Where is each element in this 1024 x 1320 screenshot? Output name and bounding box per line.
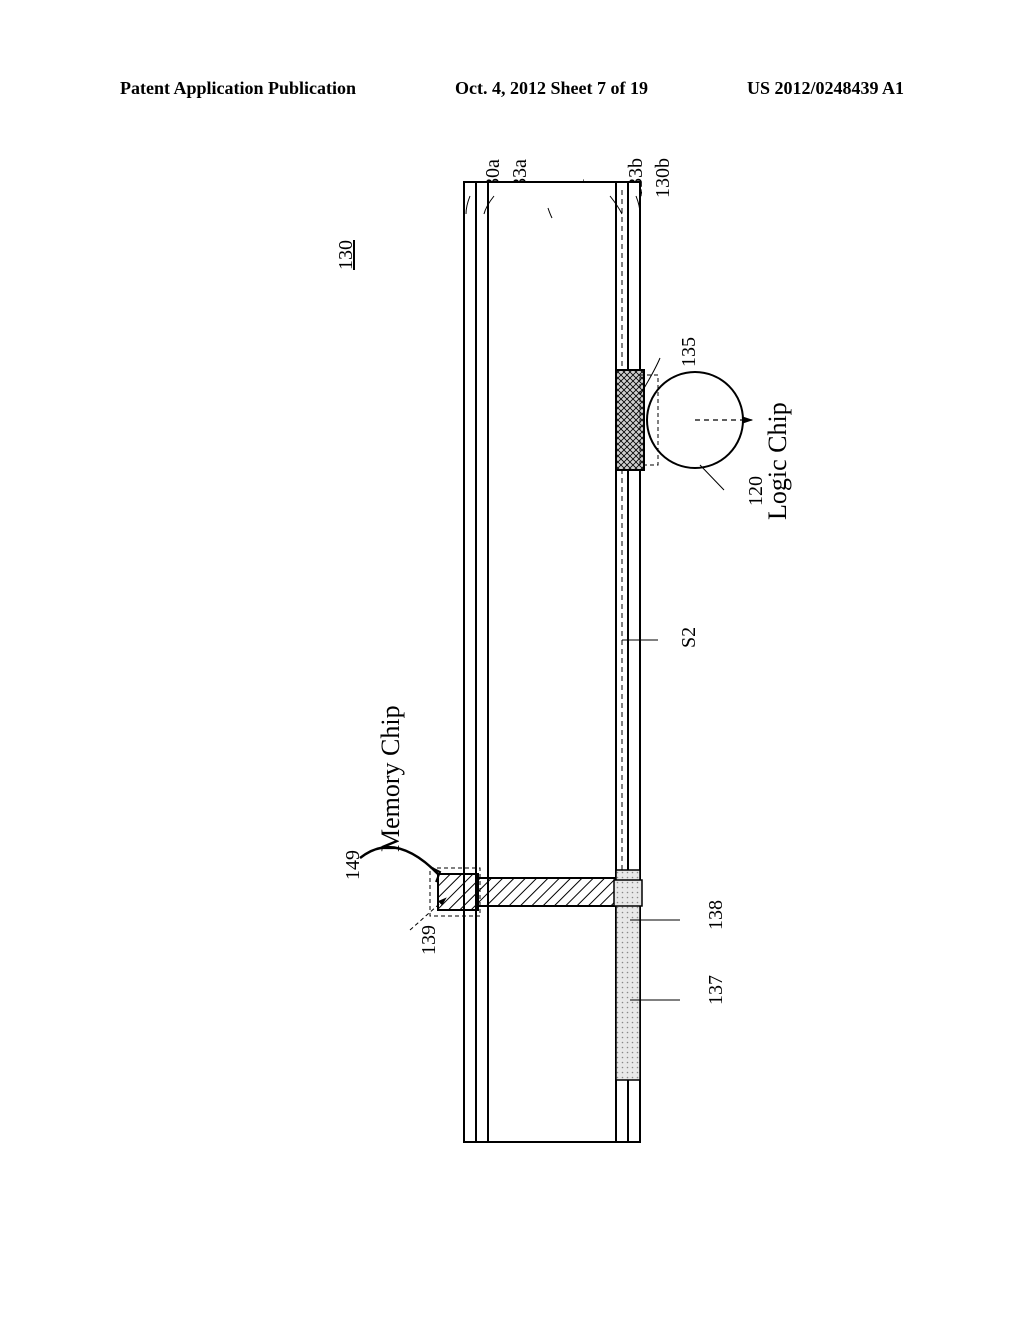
lead-149 (360, 847, 438, 874)
layer-131 (488, 182, 616, 1142)
layer-133a (476, 182, 488, 1142)
pad-138 (614, 880, 642, 906)
layer-130a (464, 182, 476, 1142)
via-139-boss (438, 874, 478, 910)
cross-section-diagram (0, 0, 1024, 1320)
via-139 (478, 878, 628, 906)
